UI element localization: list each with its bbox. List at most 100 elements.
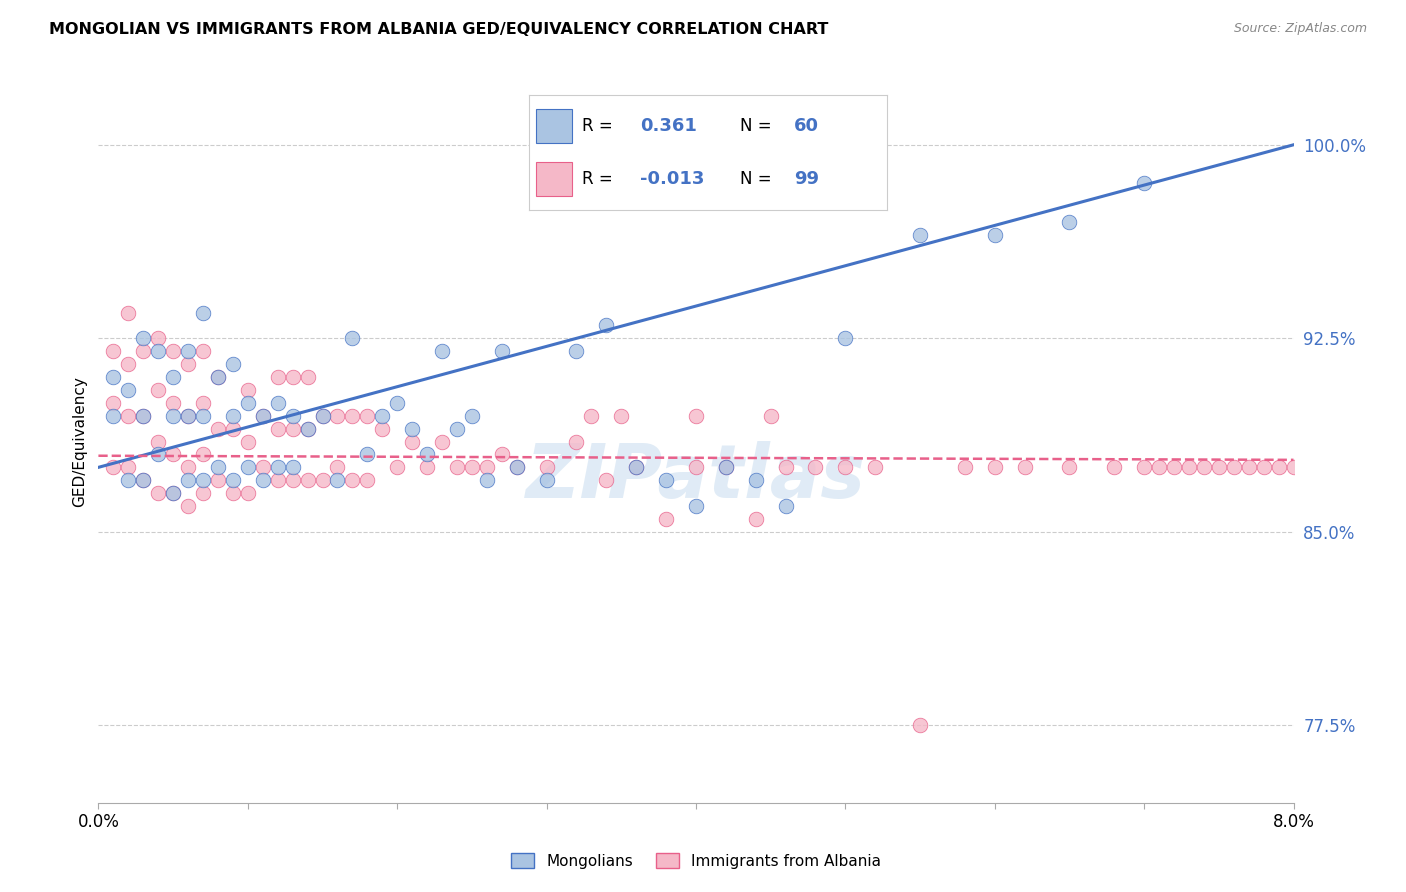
Point [385, 396, 409, 410]
Point [132, 331, 155, 345]
Point [1014, 460, 1036, 475]
Point [267, 370, 290, 384]
Point [626, 460, 648, 475]
Point [1163, 460, 1185, 475]
Point [162, 447, 184, 461]
Point [865, 460, 887, 475]
Point [1208, 460, 1230, 475]
Point [491, 447, 513, 461]
Point [236, 486, 259, 500]
Point [191, 409, 214, 423]
Point [371, 409, 394, 423]
Point [1223, 460, 1246, 475]
Point [326, 460, 349, 475]
Point [416, 460, 439, 475]
Point [1104, 460, 1126, 475]
Point [132, 473, 155, 487]
Point [281, 370, 304, 384]
Point [1133, 177, 1156, 191]
Point [191, 447, 214, 461]
Point [281, 473, 304, 487]
Point [1253, 460, 1275, 475]
Point [132, 409, 155, 423]
Point [267, 473, 290, 487]
Point [311, 473, 333, 487]
Point [775, 460, 797, 475]
Point [177, 409, 200, 423]
Point [506, 460, 529, 475]
Point [191, 473, 214, 487]
Point [655, 512, 678, 526]
Point [446, 422, 468, 436]
Point [162, 370, 184, 384]
Point [536, 473, 558, 487]
Point [311, 409, 333, 423]
Point [714, 460, 737, 475]
Point [132, 344, 155, 359]
Point [162, 486, 184, 500]
Point [162, 344, 184, 359]
Point [356, 447, 378, 461]
Point [1178, 460, 1201, 475]
Point [416, 447, 439, 461]
Point [117, 305, 139, 319]
Point [1312, 460, 1334, 475]
Point [191, 344, 214, 359]
Point [984, 460, 1007, 475]
Point [834, 331, 856, 345]
Point [461, 460, 484, 475]
Point [162, 396, 184, 410]
Point [565, 344, 588, 359]
Point [222, 357, 245, 371]
Point [236, 460, 259, 475]
Point [297, 473, 319, 487]
Point [177, 409, 200, 423]
Point [222, 473, 245, 487]
Point [207, 460, 229, 475]
Point [267, 396, 290, 410]
Point [385, 460, 409, 475]
Point [595, 473, 617, 487]
Point [236, 396, 259, 410]
Point [297, 422, 319, 436]
Point [236, 383, 259, 397]
Point [475, 460, 498, 475]
Point [148, 486, 170, 500]
Point [207, 473, 229, 487]
Point [252, 460, 274, 475]
Point [281, 409, 304, 423]
Point [311, 409, 333, 423]
Point [222, 422, 245, 436]
Point [342, 473, 364, 487]
Point [148, 331, 170, 345]
Text: Source: ZipAtlas.com: Source: ZipAtlas.com [1233, 22, 1367, 36]
Point [565, 434, 588, 449]
Point [207, 370, 229, 384]
Point [191, 486, 214, 500]
Point [132, 409, 155, 423]
Point [908, 228, 931, 243]
Point [371, 422, 394, 436]
Point [356, 473, 378, 487]
Point [356, 409, 378, 423]
Point [222, 486, 245, 500]
Point [148, 447, 170, 461]
Point [117, 357, 139, 371]
Point [685, 499, 707, 513]
Point [281, 460, 304, 475]
Point [103, 460, 125, 475]
Point [162, 409, 184, 423]
Point [536, 460, 558, 475]
Point [430, 434, 453, 449]
Point [342, 409, 364, 423]
Text: ZIPatlas: ZIPatlas [526, 442, 866, 514]
Point [506, 460, 529, 475]
Point [401, 434, 423, 449]
Point [207, 370, 229, 384]
Point [655, 473, 678, 487]
Point [475, 473, 498, 487]
Point [745, 512, 768, 526]
Point [1267, 460, 1289, 475]
Point [177, 499, 200, 513]
Point [252, 409, 274, 423]
